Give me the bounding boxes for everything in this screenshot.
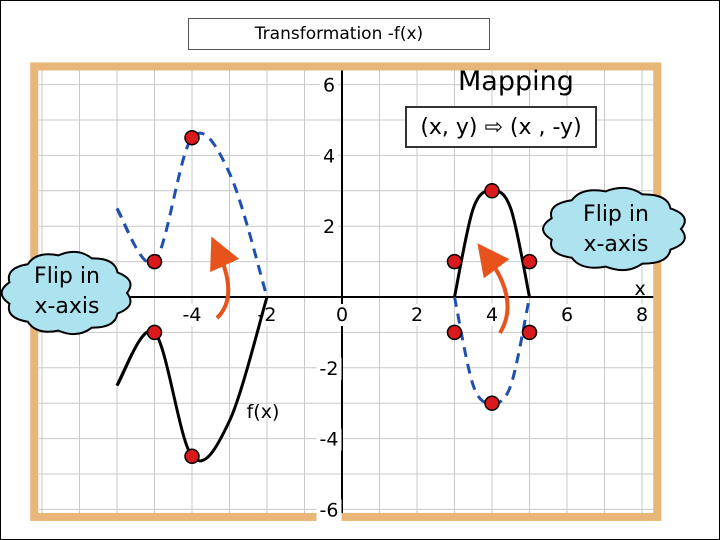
plot-point [184, 129, 200, 146]
callout-left-text: Flip in x-axis [14, 262, 120, 322]
reflection-arrow-left [210, 236, 240, 320]
plot-point [146, 253, 163, 270]
reflected-curve [115, 131, 269, 298]
plot-point [146, 324, 163, 341]
plot-point [484, 395, 500, 411]
y-tick-label-bg [316, 357, 342, 380]
x-axis-label: x [635, 278, 646, 300]
y-tick-label: 6 [323, 75, 335, 97]
reflection-arrow-right [477, 243, 510, 335]
x-tick-label-bg [179, 304, 205, 326]
y-tick-label: -6 [320, 499, 339, 521]
x-tick-label: 4 [486, 304, 498, 326]
function-label: f(x) [247, 401, 280, 423]
x-tick-label: 2 [411, 304, 423, 326]
y-tick-label: 2 [323, 216, 335, 238]
y-tick-label: 4 [323, 145, 335, 167]
callout-right [542, 186, 686, 272]
plot-point [521, 253, 538, 270]
x-tick-label: 8 [636, 304, 648, 326]
plot-point [521, 324, 538, 341]
y-tick-label-bg [319, 216, 339, 239]
plot-point [484, 183, 500, 199]
x-tick-label: -4 [183, 304, 202, 326]
x-tick-label-bg [482, 304, 502, 326]
plot-point [446, 253, 463, 270]
plot-point [446, 324, 463, 341]
x-tick-label-bg [407, 304, 427, 326]
x-tick-label-bg [557, 304, 577, 326]
reflected-curve [453, 296, 531, 405]
callout-right-line1: Flip in [583, 202, 649, 227]
mapping-rule: (x, y) ⇨ (x , -y) [405, 106, 597, 148]
callout-left-shape [0, 250, 132, 336]
y-tick-label-bg [319, 74, 339, 97]
y-tick-label-bg [316, 499, 342, 522]
callout-right-text: Flip in x-axis [556, 200, 676, 260]
callout-right-shape [542, 186, 686, 272]
x-tick-label: 6 [561, 304, 573, 326]
y-tick-label-bg [319, 145, 339, 168]
x-tick-label-bg [632, 304, 652, 326]
x-tick-label: 0 [336, 304, 348, 326]
page-title: Transformation -f(x) [188, 18, 490, 50]
mapping-title: Mapping [458, 66, 574, 97]
callout-left-line2: x-axis [34, 294, 100, 319]
y-tick-label: -2 [320, 358, 339, 380]
y-tick-label-bg [316, 428, 342, 451]
x-tick-label-bg [332, 304, 352, 326]
y-tick-label: -4 [320, 429, 339, 451]
callout-left-line1: Flip in [34, 264, 100, 289]
plot-point [184, 448, 200, 465]
callout-left [0, 250, 132, 336]
callout-right-line2: x-axis [583, 232, 649, 257]
